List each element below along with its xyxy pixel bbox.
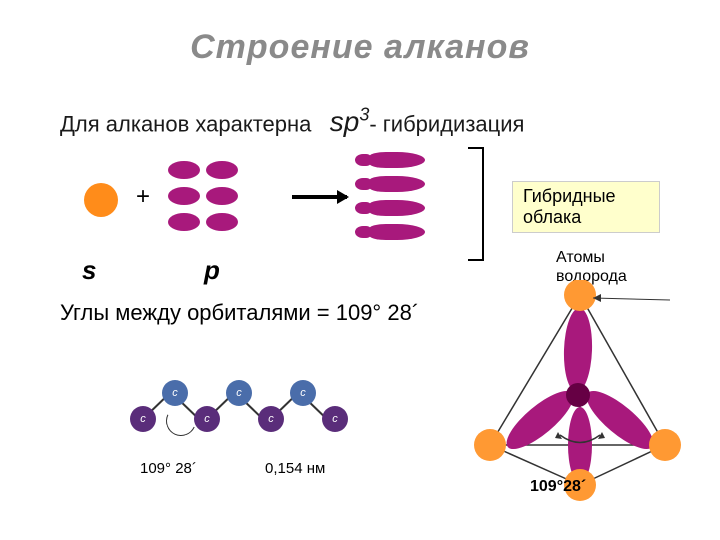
tetrahedral-svg	[465, 280, 695, 510]
carbon-atom: с	[258, 406, 284, 432]
sp3-label: sp3	[330, 106, 370, 137]
orbital-angle-text: Углы между орбиталями = 109° 28´	[60, 300, 419, 326]
hybridization-diagram: + Гибридные облака	[60, 155, 660, 255]
hybrid-orbital	[355, 176, 427, 192]
hybrid-clouds-label: Гибридные облака	[512, 181, 660, 233]
p-orbital-label: p	[204, 255, 220, 286]
hybrid-orbital	[355, 224, 427, 240]
reaction-arrow	[292, 195, 347, 199]
bond-length-label: 0,154 нм	[265, 460, 325, 477]
carbon-atom: с	[290, 380, 316, 406]
carbon-atom: с	[226, 380, 252, 406]
subtitle-suffix: - гибридизация	[369, 111, 524, 136]
s-orbital	[84, 183, 118, 217]
hybrid-orbital	[355, 200, 427, 216]
carbon-atom: с	[194, 406, 220, 432]
subtitle-text: Для алканов характерна sp3- гибридизация	[60, 105, 524, 138]
carbon-atom: с	[130, 406, 156, 432]
p-orbital	[168, 213, 238, 231]
angle-arc-icon	[162, 402, 200, 440]
carbon-atom: с	[322, 406, 348, 432]
hybrid-orbital-group	[355, 150, 475, 255]
plus-sign: +	[136, 183, 150, 211]
s-orbital-label: s	[82, 255, 96, 286]
chain-angle-label: 109° 28´	[140, 460, 197, 477]
page-title: Строение алканов	[190, 28, 530, 67]
tetrahedral-diagram	[465, 280, 695, 510]
carbon-atom: с	[162, 380, 188, 406]
tetrahedral-angle-label: 109°28´	[530, 478, 586, 496]
hybrid-orbital	[355, 152, 427, 168]
p-orbital-group	[168, 155, 288, 245]
p-orbital	[168, 187, 238, 205]
subtitle-prefix: Для алканов характерна	[60, 111, 311, 136]
p-orbital	[168, 161, 238, 179]
bracket-icon	[468, 147, 484, 261]
